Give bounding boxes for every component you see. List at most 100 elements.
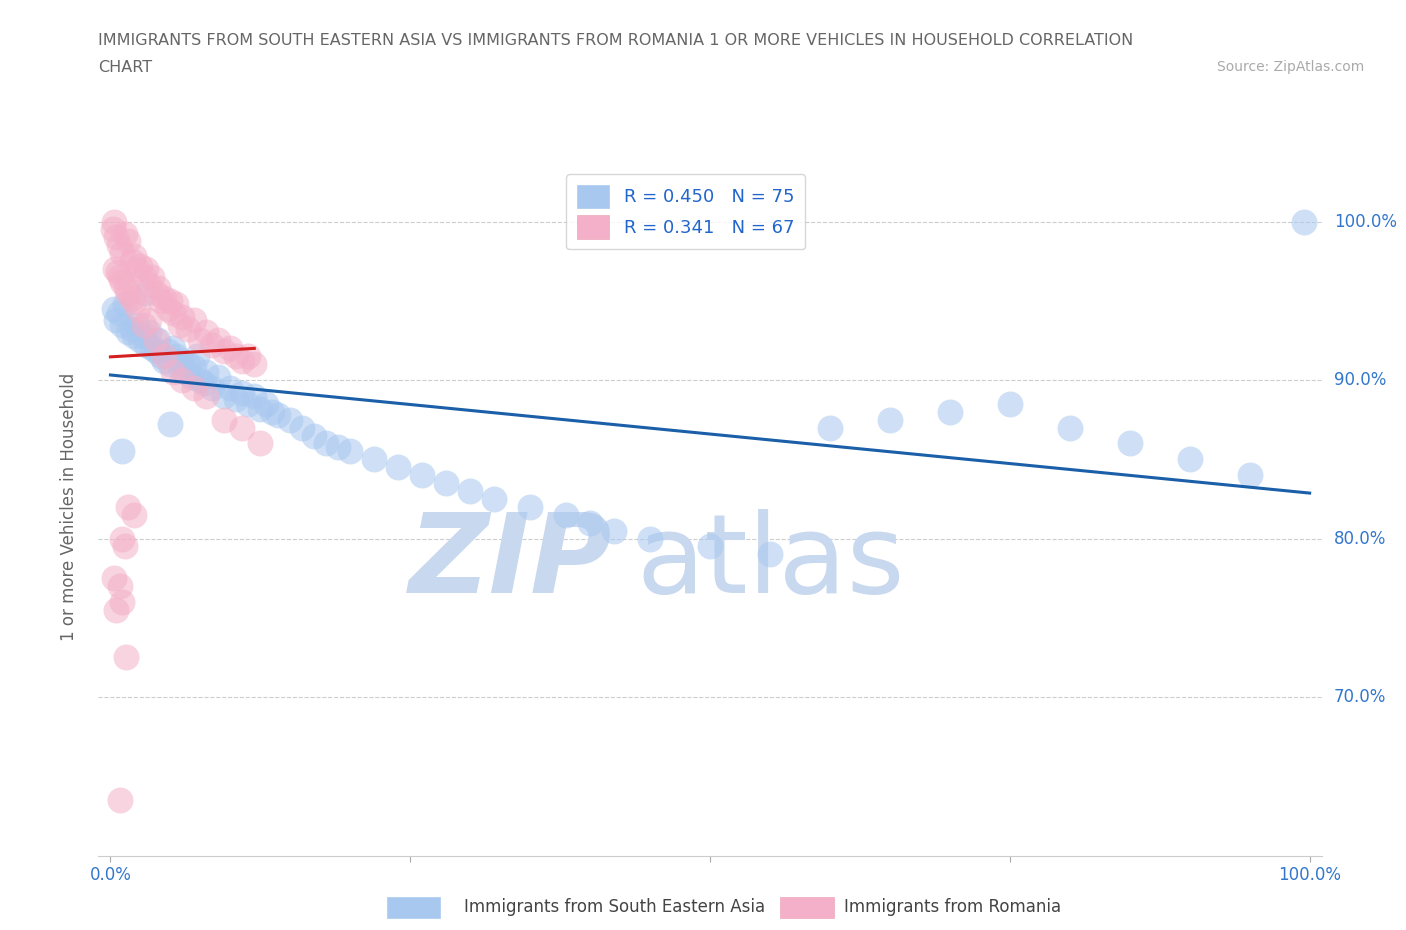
Point — [214, 412, 236, 427]
Point — [262, 405, 284, 419]
Point — [121, 290, 143, 305]
Point — [117, 326, 139, 340]
Point — [225, 349, 247, 364]
Point — [111, 531, 134, 546]
Text: 70.0%: 70.0% — [1334, 688, 1386, 706]
Point — [219, 380, 242, 395]
Point — [328, 439, 350, 454]
Point — [105, 312, 128, 327]
Point — [555, 508, 578, 523]
Point — [159, 417, 181, 432]
Point — [387, 459, 409, 474]
Point — [114, 297, 136, 312]
Point — [219, 341, 242, 356]
Point — [135, 261, 157, 276]
Point — [104, 261, 127, 276]
Point — [172, 309, 194, 324]
Point — [115, 281, 138, 296]
Text: Source: ZipAtlas.com: Source: ZipAtlas.com — [1216, 60, 1364, 74]
Point — [195, 365, 218, 379]
Y-axis label: 1 or more Vehicles in Household: 1 or more Vehicles in Household — [59, 373, 77, 641]
Point — [231, 385, 253, 400]
Point — [111, 594, 134, 609]
Point — [107, 265, 129, 280]
Point — [363, 452, 385, 467]
Point — [159, 357, 181, 372]
Point — [207, 369, 229, 384]
Point — [108, 792, 131, 807]
Point — [162, 365, 184, 379]
Point — [132, 317, 155, 332]
Point — [183, 360, 205, 375]
Point — [411, 468, 433, 483]
Point — [195, 389, 218, 404]
Point — [201, 380, 224, 395]
Point — [129, 259, 152, 273]
Text: IMMIGRANTS FROM SOUTH EASTERN ASIA VS IMMIGRANTS FROM ROMANIA 1 OR MORE VEHICLES: IMMIGRANTS FROM SOUTH EASTERN ASIA VS IM… — [98, 33, 1133, 47]
Point — [103, 301, 125, 316]
Point — [111, 274, 134, 289]
Point — [149, 349, 172, 364]
Point — [108, 270, 131, 285]
Point — [132, 270, 155, 285]
Point — [125, 261, 148, 276]
Point — [124, 508, 146, 523]
Point — [114, 539, 136, 554]
Point — [129, 333, 152, 348]
Point — [149, 293, 172, 308]
Point — [141, 341, 163, 356]
Point — [225, 392, 247, 406]
Point — [243, 389, 266, 404]
Legend: R = 0.450   N = 75, R = 0.341   N = 67: R = 0.450 N = 75, R = 0.341 N = 67 — [567, 174, 806, 249]
Point — [238, 349, 260, 364]
Point — [759, 547, 782, 562]
Point — [254, 396, 277, 411]
Point — [101, 222, 124, 237]
Point — [121, 254, 143, 269]
Point — [165, 297, 187, 312]
Point — [195, 326, 218, 340]
Point — [201, 338, 224, 352]
Point — [267, 407, 290, 422]
Point — [111, 317, 134, 332]
Point — [108, 238, 129, 253]
Text: 90.0%: 90.0% — [1334, 371, 1386, 389]
Point — [156, 344, 179, 359]
Point — [818, 420, 841, 435]
Point — [145, 286, 167, 300]
Point — [173, 365, 195, 379]
Point — [181, 369, 204, 384]
Point — [482, 491, 505, 506]
Point — [238, 396, 260, 411]
Point — [1119, 436, 1142, 451]
Point — [315, 436, 337, 451]
Point — [231, 420, 253, 435]
Point — [434, 475, 457, 490]
Point — [1292, 214, 1315, 229]
Point — [162, 341, 184, 356]
Point — [156, 301, 179, 316]
Point — [177, 357, 200, 372]
Point — [103, 571, 125, 586]
Point — [193, 376, 215, 391]
Point — [291, 420, 314, 435]
Point — [249, 401, 271, 416]
Point — [243, 357, 266, 372]
Point — [108, 578, 131, 593]
Point — [169, 317, 191, 332]
Point — [153, 290, 176, 305]
Point — [183, 380, 205, 395]
Point — [339, 444, 361, 458]
Point — [186, 349, 208, 364]
Point — [183, 312, 205, 327]
Point — [188, 373, 211, 388]
Point — [172, 373, 194, 388]
Point — [214, 344, 236, 359]
Point — [304, 428, 326, 443]
Point — [153, 353, 176, 368]
Point — [141, 270, 163, 285]
Text: atlas: atlas — [637, 509, 905, 617]
Point — [148, 281, 170, 296]
Point — [125, 317, 148, 332]
Point — [159, 293, 181, 308]
